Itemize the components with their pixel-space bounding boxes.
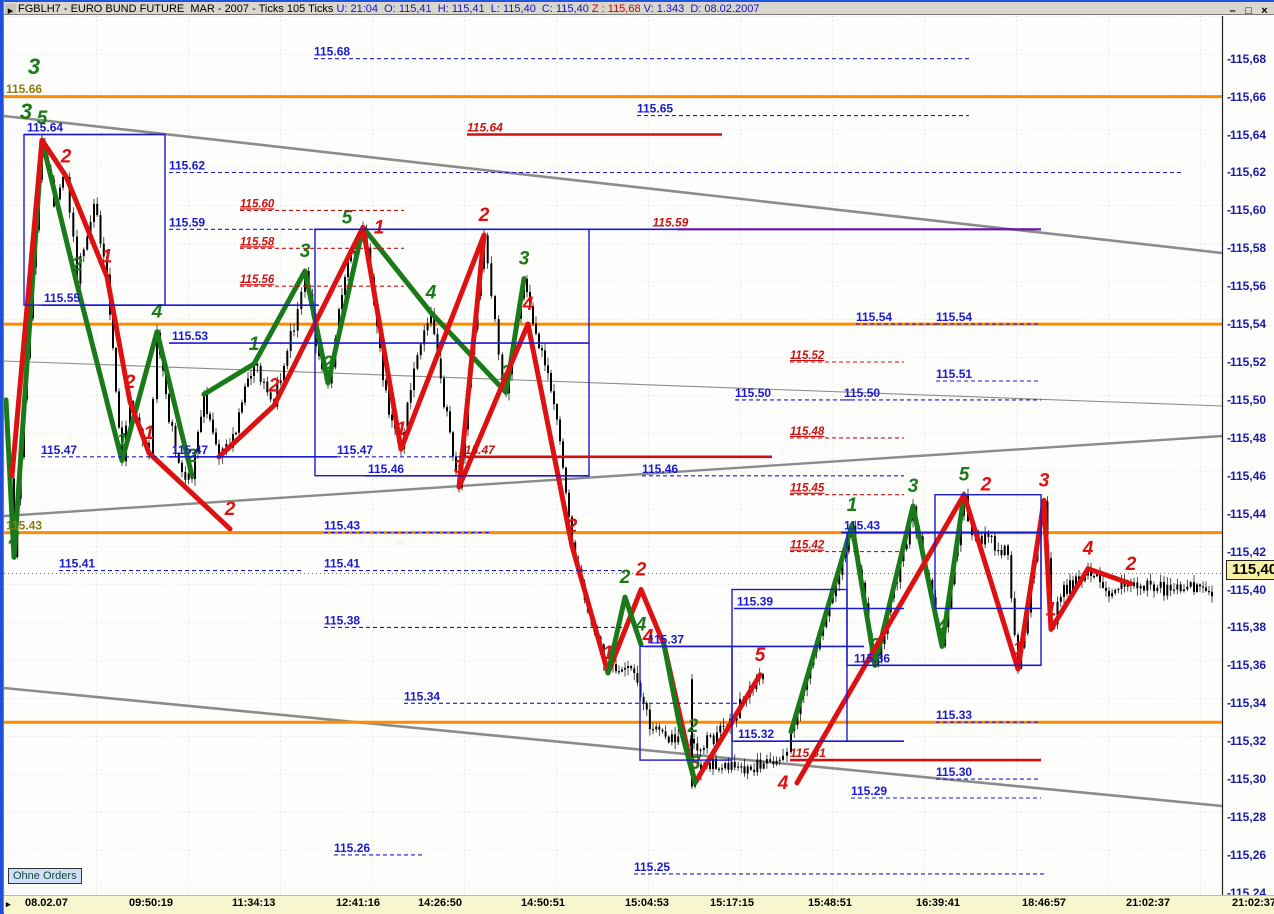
svg-text:115.45: 115.45	[790, 483, 825, 495]
svg-text:1: 1	[374, 217, 385, 238]
svg-text:4: 4	[1082, 539, 1094, 560]
svg-text:115.50: 115.50	[844, 386, 880, 400]
svg-text:1: 1	[249, 334, 260, 355]
svg-text:115.43: 115.43	[6, 519, 42, 533]
svg-text:115.25: 115.25	[634, 860, 670, 874]
svg-text:115.59: 115.59	[169, 215, 205, 229]
svg-text:1: 1	[117, 431, 128, 452]
svg-text:4: 4	[635, 615, 647, 636]
svg-text:2: 2	[566, 516, 578, 537]
svg-text:4: 4	[425, 283, 437, 304]
svg-text:115.43: 115.43	[844, 519, 880, 533]
svg-text:3: 3	[1039, 470, 1050, 491]
svg-text:115.59: 115.59	[653, 215, 689, 229]
svg-text:4: 4	[522, 294, 534, 315]
svg-text:2: 2	[224, 499, 236, 520]
svg-text:5: 5	[690, 753, 701, 774]
svg-text:115.39: 115.39	[737, 595, 773, 609]
svg-text:115.47: 115.47	[459, 443, 496, 457]
svg-text:3: 3	[908, 476, 919, 497]
svg-text:115.38: 115.38	[324, 613, 360, 627]
svg-text:2: 2	[478, 205, 490, 226]
svg-text:2: 2	[60, 146, 72, 167]
svg-text:5: 5	[755, 645, 766, 666]
svg-text:1: 1	[847, 495, 858, 516]
svg-text:115.41: 115.41	[324, 557, 360, 571]
svg-text:2: 2	[980, 475, 992, 496]
svg-text:2: 2	[635, 560, 647, 581]
svg-text:115.58: 115.58	[240, 236, 275, 248]
svg-text:115.62: 115.62	[169, 159, 205, 173]
svg-text:115.68: 115.68	[314, 45, 350, 59]
svg-text:115.47: 115.47	[337, 443, 373, 457]
svg-text:115.26: 115.26	[334, 841, 370, 855]
svg-text:115.43: 115.43	[324, 519, 360, 533]
svg-text:115.54: 115.54	[936, 310, 972, 324]
svg-text:2: 2	[71, 254, 83, 275]
svg-text:115.46: 115.46	[642, 462, 678, 476]
svg-text:115.34: 115.34	[404, 689, 440, 703]
svg-text:115.66: 115.66	[6, 82, 42, 96]
svg-text:2: 2	[687, 716, 699, 737]
svg-text:4: 4	[936, 616, 948, 637]
svg-text:115.48: 115.48	[790, 426, 825, 438]
svg-text:115.41: 115.41	[59, 557, 95, 571]
svg-text:2: 2	[1125, 554, 1137, 575]
svg-text:115.56: 115.56	[240, 274, 275, 286]
svg-text:5: 5	[959, 465, 970, 486]
svg-text:115.55: 115.55	[44, 291, 80, 305]
svg-text:1: 1	[102, 247, 113, 268]
svg-text:115.53: 115.53	[172, 329, 208, 343]
svg-text:1: 1	[144, 423, 155, 444]
svg-text:2: 2	[322, 353, 334, 374]
svg-text:115.32: 115.32	[738, 727, 774, 741]
svg-text:115.60: 115.60	[240, 198, 275, 210]
svg-text:115.65: 115.65	[637, 102, 673, 116]
svg-text:2: 2	[124, 372, 136, 393]
svg-text:115.50: 115.50	[735, 386, 771, 400]
svg-text:3: 3	[454, 457, 465, 478]
svg-text:115.64: 115.64	[27, 121, 63, 135]
svg-text:1: 1	[396, 419, 407, 440]
svg-text:115.33: 115.33	[936, 708, 972, 722]
svg-text:115.36: 115.36	[854, 651, 890, 665]
svg-text:115.64: 115.64	[467, 121, 503, 135]
svg-text:1: 1	[1046, 599, 1057, 620]
svg-text:115.42: 115.42	[790, 540, 825, 552]
svg-text:3: 3	[300, 241, 311, 262]
svg-text:115.52: 115.52	[790, 350, 825, 362]
svg-text:4: 4	[777, 773, 789, 794]
svg-text:115.47: 115.47	[41, 443, 77, 457]
svg-text:3: 3	[519, 249, 530, 270]
svg-text:115.37: 115.37	[648, 632, 684, 646]
svg-text:115.47: 115.47	[172, 443, 208, 457]
svg-text:3: 3	[28, 54, 40, 79]
svg-text:115.46: 115.46	[368, 462, 404, 476]
svg-text:1: 1	[1013, 639, 1024, 660]
svg-text:115.31: 115.31	[790, 746, 826, 760]
svg-text:115.51: 115.51	[936, 367, 972, 381]
svg-text:2: 2	[268, 376, 280, 397]
svg-text:115.30: 115.30	[936, 765, 972, 779]
svg-text:115.54: 115.54	[856, 310, 892, 324]
svg-text:115.29: 115.29	[851, 784, 887, 798]
